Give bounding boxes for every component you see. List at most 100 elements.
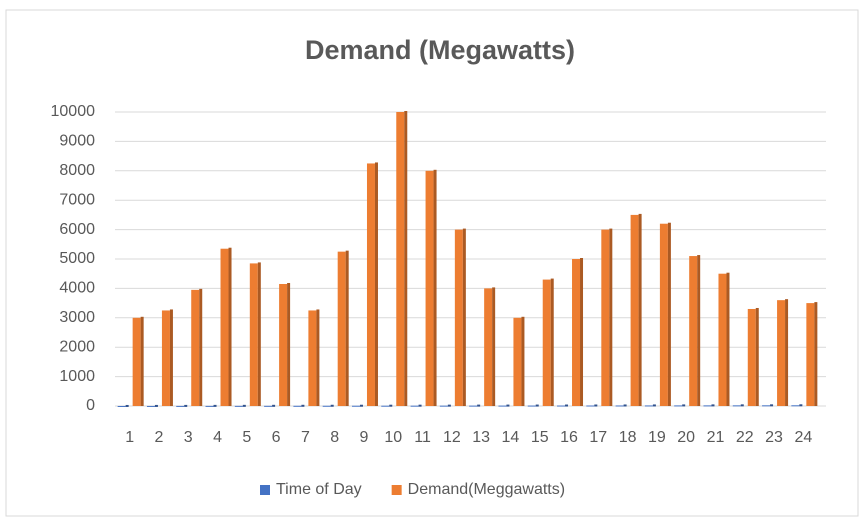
- bar-side: [594, 404, 598, 407]
- bar-side: [125, 404, 129, 407]
- y-tick-label: 5000: [59, 250, 95, 267]
- x-tick-label: 8: [330, 429, 339, 446]
- y-tick-label: 7000: [59, 191, 95, 208]
- bar: [718, 273, 727, 406]
- bar-side: [345, 250, 349, 406]
- x-tick-label: 10: [384, 429, 402, 446]
- bar: [322, 405, 331, 407]
- bar: [146, 405, 155, 407]
- bar-side: [404, 111, 408, 406]
- bar-side: [184, 404, 188, 407]
- bar-side: [418, 404, 422, 407]
- y-tick-label: 6000: [59, 221, 95, 238]
- bar: [454, 229, 463, 406]
- x-tick-label: 19: [648, 429, 666, 446]
- bar: [234, 405, 243, 407]
- bar: [644, 405, 653, 407]
- x-tick-label: 5: [242, 429, 251, 446]
- y-tick-label: 0: [86, 397, 95, 414]
- bar-side: [477, 404, 481, 407]
- bar-side: [770, 404, 774, 407]
- x-tick-label: 7: [301, 429, 310, 446]
- legend-swatch: [260, 485, 270, 495]
- bar-side: [755, 307, 759, 406]
- bar: [762, 405, 771, 407]
- bar: [630, 214, 639, 406]
- bar-side: [652, 404, 656, 407]
- bar: [659, 223, 668, 406]
- bar-side: [228, 247, 232, 406]
- y-tick-label: 4000: [59, 280, 95, 297]
- bar: [249, 263, 258, 406]
- bar-side: [740, 404, 744, 407]
- x-tick-label: 4: [213, 429, 222, 446]
- bar: [542, 279, 551, 406]
- bar: [132, 317, 141, 406]
- bar: [806, 303, 815, 406]
- bar: [220, 248, 229, 406]
- bar: [410, 405, 419, 407]
- bar: [601, 229, 610, 406]
- x-tick-label: 23: [765, 429, 783, 446]
- x-tick-label: 21: [707, 429, 725, 446]
- y-tick-label: 9000: [59, 133, 95, 150]
- bar-side: [199, 288, 203, 406]
- bar-side: [711, 404, 715, 407]
- bar: [264, 405, 273, 407]
- bar: [366, 163, 375, 406]
- bar: [381, 405, 390, 407]
- x-tick-label: 17: [589, 429, 607, 446]
- bar: [572, 259, 581, 406]
- y-tick-label: 8000: [59, 162, 95, 179]
- bar-side: [287, 282, 291, 406]
- x-tick-label: 14: [502, 429, 520, 446]
- bar: [513, 317, 522, 406]
- bar: [308, 310, 317, 406]
- x-tick-label: 20: [677, 429, 695, 446]
- bar-side: [638, 213, 642, 406]
- bar: [777, 300, 786, 406]
- bar: [351, 405, 360, 407]
- bar: [747, 308, 756, 406]
- bar: [161, 310, 170, 406]
- y-tick-label: 2000: [59, 338, 95, 355]
- legend-label: Demand(Meggawatts): [408, 481, 565, 498]
- bar-side: [301, 404, 305, 407]
- bar-side: [726, 272, 730, 406]
- bar-side: [799, 404, 803, 407]
- bar-side: [213, 404, 217, 407]
- bar: [527, 405, 536, 407]
- bar-side: [580, 258, 584, 406]
- x-tick-label: 11: [414, 429, 431, 446]
- bar-side: [785, 299, 789, 406]
- bar: [279, 283, 288, 406]
- bar: [703, 405, 712, 407]
- bar: [674, 405, 683, 407]
- x-tick-label: 13: [472, 429, 490, 446]
- bar-side: [374, 162, 378, 406]
- bar-side: [140, 316, 144, 406]
- y-tick-label: 10000: [51, 103, 96, 120]
- bar-side: [359, 404, 363, 407]
- bar-side: [697, 255, 701, 406]
- x-tick-label: 1: [125, 429, 134, 446]
- bar-side: [316, 309, 320, 406]
- bar: [396, 112, 405, 406]
- bar-side: [257, 262, 261, 406]
- bar-side: [565, 404, 569, 407]
- y-tick-label: 3000: [59, 309, 95, 326]
- bar: [586, 405, 595, 407]
- bar-side: [154, 404, 158, 407]
- bar-side: [521, 316, 525, 406]
- bar: [732, 405, 741, 407]
- x-tick-label: 2: [154, 429, 163, 446]
- x-tick-label: 24: [794, 429, 812, 446]
- bar-side: [272, 404, 276, 407]
- bar-side: [682, 404, 686, 407]
- bar-side: [492, 287, 496, 406]
- bar: [191, 289, 200, 406]
- bar-side: [169, 309, 173, 406]
- bar-side: [433, 169, 437, 406]
- y-tick-label: 1000: [59, 368, 95, 385]
